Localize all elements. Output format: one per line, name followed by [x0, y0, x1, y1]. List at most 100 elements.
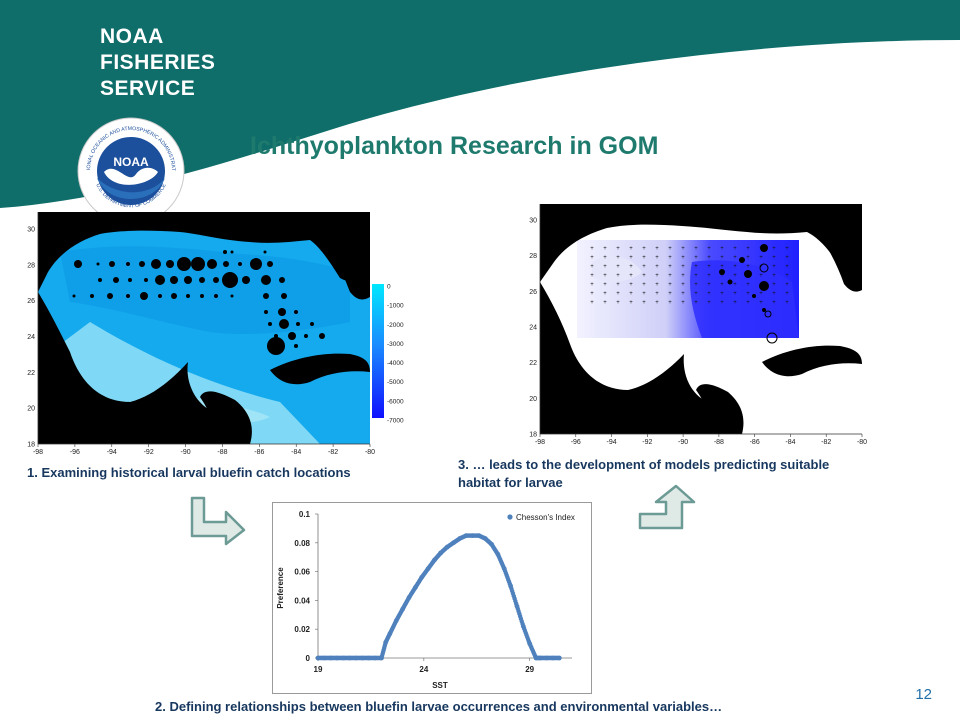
station-cross: + — [668, 300, 672, 306]
station-cross: + — [759, 300, 763, 306]
larvae-present-dot — [719, 269, 725, 275]
colorbar-tick-label: -6000 — [387, 398, 404, 405]
x-tick-label: 29 — [525, 665, 534, 674]
cuba-2 — [762, 345, 862, 377]
catch-dot — [107, 293, 113, 299]
map1-x-tick-label: -92 — [144, 449, 154, 456]
catch-dot — [279, 277, 285, 283]
mexico-coastline-2 — [540, 282, 718, 434]
station-cross: + — [772, 273, 776, 279]
station-cross: + — [759, 264, 763, 270]
catch-dot — [191, 257, 205, 271]
map2-y-tick-label: 20 — [529, 396, 537, 403]
station-cross: + — [616, 300, 620, 306]
us-coastline — [38, 212, 370, 292]
catch-dot — [72, 294, 76, 298]
catch-dot — [155, 275, 165, 285]
map1-x-tick-label: -82 — [328, 449, 338, 456]
station-cross: + — [603, 291, 607, 297]
station-cross: + — [733, 300, 737, 306]
x-tick-label: 24 — [419, 665, 428, 674]
mexico-coastline — [38, 292, 226, 444]
map2-y-tick-label: 24 — [529, 325, 537, 332]
us-coastline-2 — [540, 204, 862, 282]
larvae-present-dot — [727, 279, 733, 285]
station-cross: + — [616, 273, 620, 279]
x-tick-label: 19 — [314, 665, 323, 674]
station-cross: + — [759, 255, 763, 261]
station-cross: + — [590, 273, 594, 279]
station-cross: + — [746, 255, 750, 261]
catch-dot — [126, 262, 130, 266]
colorbar-tick-label: 0 — [387, 284, 391, 291]
station-cross: + — [603, 282, 607, 288]
station-cross: + — [629, 300, 633, 306]
catch-dot — [263, 250, 267, 254]
depth-colorbar-ticks: 0 -1000 -2000 -3000 -4000 -5000 -6000 -7000 — [387, 284, 404, 425]
catch-dot — [264, 310, 268, 314]
station-cross: + — [642, 273, 646, 279]
station-cross: + — [616, 246, 620, 252]
map2-x-tick-label: -82 — [821, 439, 831, 446]
colorbar-tick-label: -2000 — [387, 322, 404, 329]
catch-dot — [113, 277, 119, 283]
catch-dot — [199, 277, 205, 283]
map1-x-tick-label: -96 — [70, 449, 80, 456]
station-cross: + — [642, 255, 646, 261]
station-cross: + — [720, 273, 724, 279]
catch-dot — [230, 250, 234, 254]
station-cross: + — [655, 246, 659, 252]
habitat-model-map: -98 -96 -94 -92 -90 -88 -86 -84 -82 -80 30 28 26 24 2… — [529, 204, 867, 446]
station-cross: + — [720, 291, 724, 297]
station-cross: + — [759, 273, 763, 279]
sst-preference-chart: 0 0.02 0.04 0.06 0.08 0.1 19 24 29 Chesson's Ind… — [272, 502, 592, 694]
colorbar-tick-label: -4000 — [387, 360, 404, 367]
station-cross: + — [681, 246, 685, 252]
station-cross: + — [681, 291, 685, 297]
station-cross: + — [590, 291, 594, 297]
station-cross: + — [655, 273, 659, 279]
y-tick-label: 0.06 — [294, 568, 310, 577]
station-cross: + — [733, 273, 737, 279]
catch-dot — [184, 276, 192, 284]
station-cross: + — [694, 291, 698, 297]
y-tick-label: 0.08 — [294, 539, 310, 548]
station-cross: + — [629, 255, 633, 261]
station-cross: + — [668, 246, 672, 252]
caption-step1: 1. Examining historical larval bluefin c… — [27, 465, 351, 480]
station-cross: + — [668, 273, 672, 279]
caption-step3-line2: habitat for larvae — [458, 475, 563, 490]
station-cross: + — [616, 255, 620, 261]
station-cross: + — [733, 264, 737, 270]
station-cross: + — [668, 291, 672, 297]
station-cross: + — [785, 246, 789, 252]
catch-dot — [140, 292, 148, 300]
map1-x-axis: -98 -96 -94 -92 -90 -88 -86 -84 -82 -80 — [33, 444, 375, 456]
catch-dot — [90, 294, 94, 298]
larvae-present-dot — [739, 257, 745, 263]
station-cross: + — [694, 264, 698, 270]
station-cross: + — [642, 246, 646, 252]
station-cross: + — [707, 273, 711, 279]
station-cross: + — [720, 246, 724, 252]
catch-dot — [267, 337, 285, 355]
map2-x-tick-label: -90 — [678, 439, 688, 446]
station-cross: + — [655, 255, 659, 261]
sample-station-markers: + + + + + + + + + + + + + + + + + + + + + + + + + + + + + + + + + + + + + + + +… — [590, 244, 789, 344]
catch-dot — [223, 250, 227, 254]
catch-dot — [268, 322, 272, 326]
map1-y-tick-label: 26 — [27, 298, 35, 305]
station-cross: + — [681, 282, 685, 288]
station-cross: + — [616, 264, 620, 270]
station-cross: + — [590, 246, 594, 252]
legend-label: Chesson's Index — [516, 513, 575, 522]
station-cross: + — [746, 246, 750, 252]
catch-dot — [278, 308, 286, 316]
catch-dot — [213, 277, 219, 283]
station-cross: + — [759, 291, 763, 297]
catch-dot — [250, 258, 262, 270]
catch-dot — [288, 332, 296, 340]
station-cross: + — [642, 282, 646, 288]
map2-x-axis: -98 -96 -94 -92 -90 -88 -86 -84 -82 -80 — [535, 434, 867, 446]
x-axis-label: SST — [432, 681, 448, 690]
